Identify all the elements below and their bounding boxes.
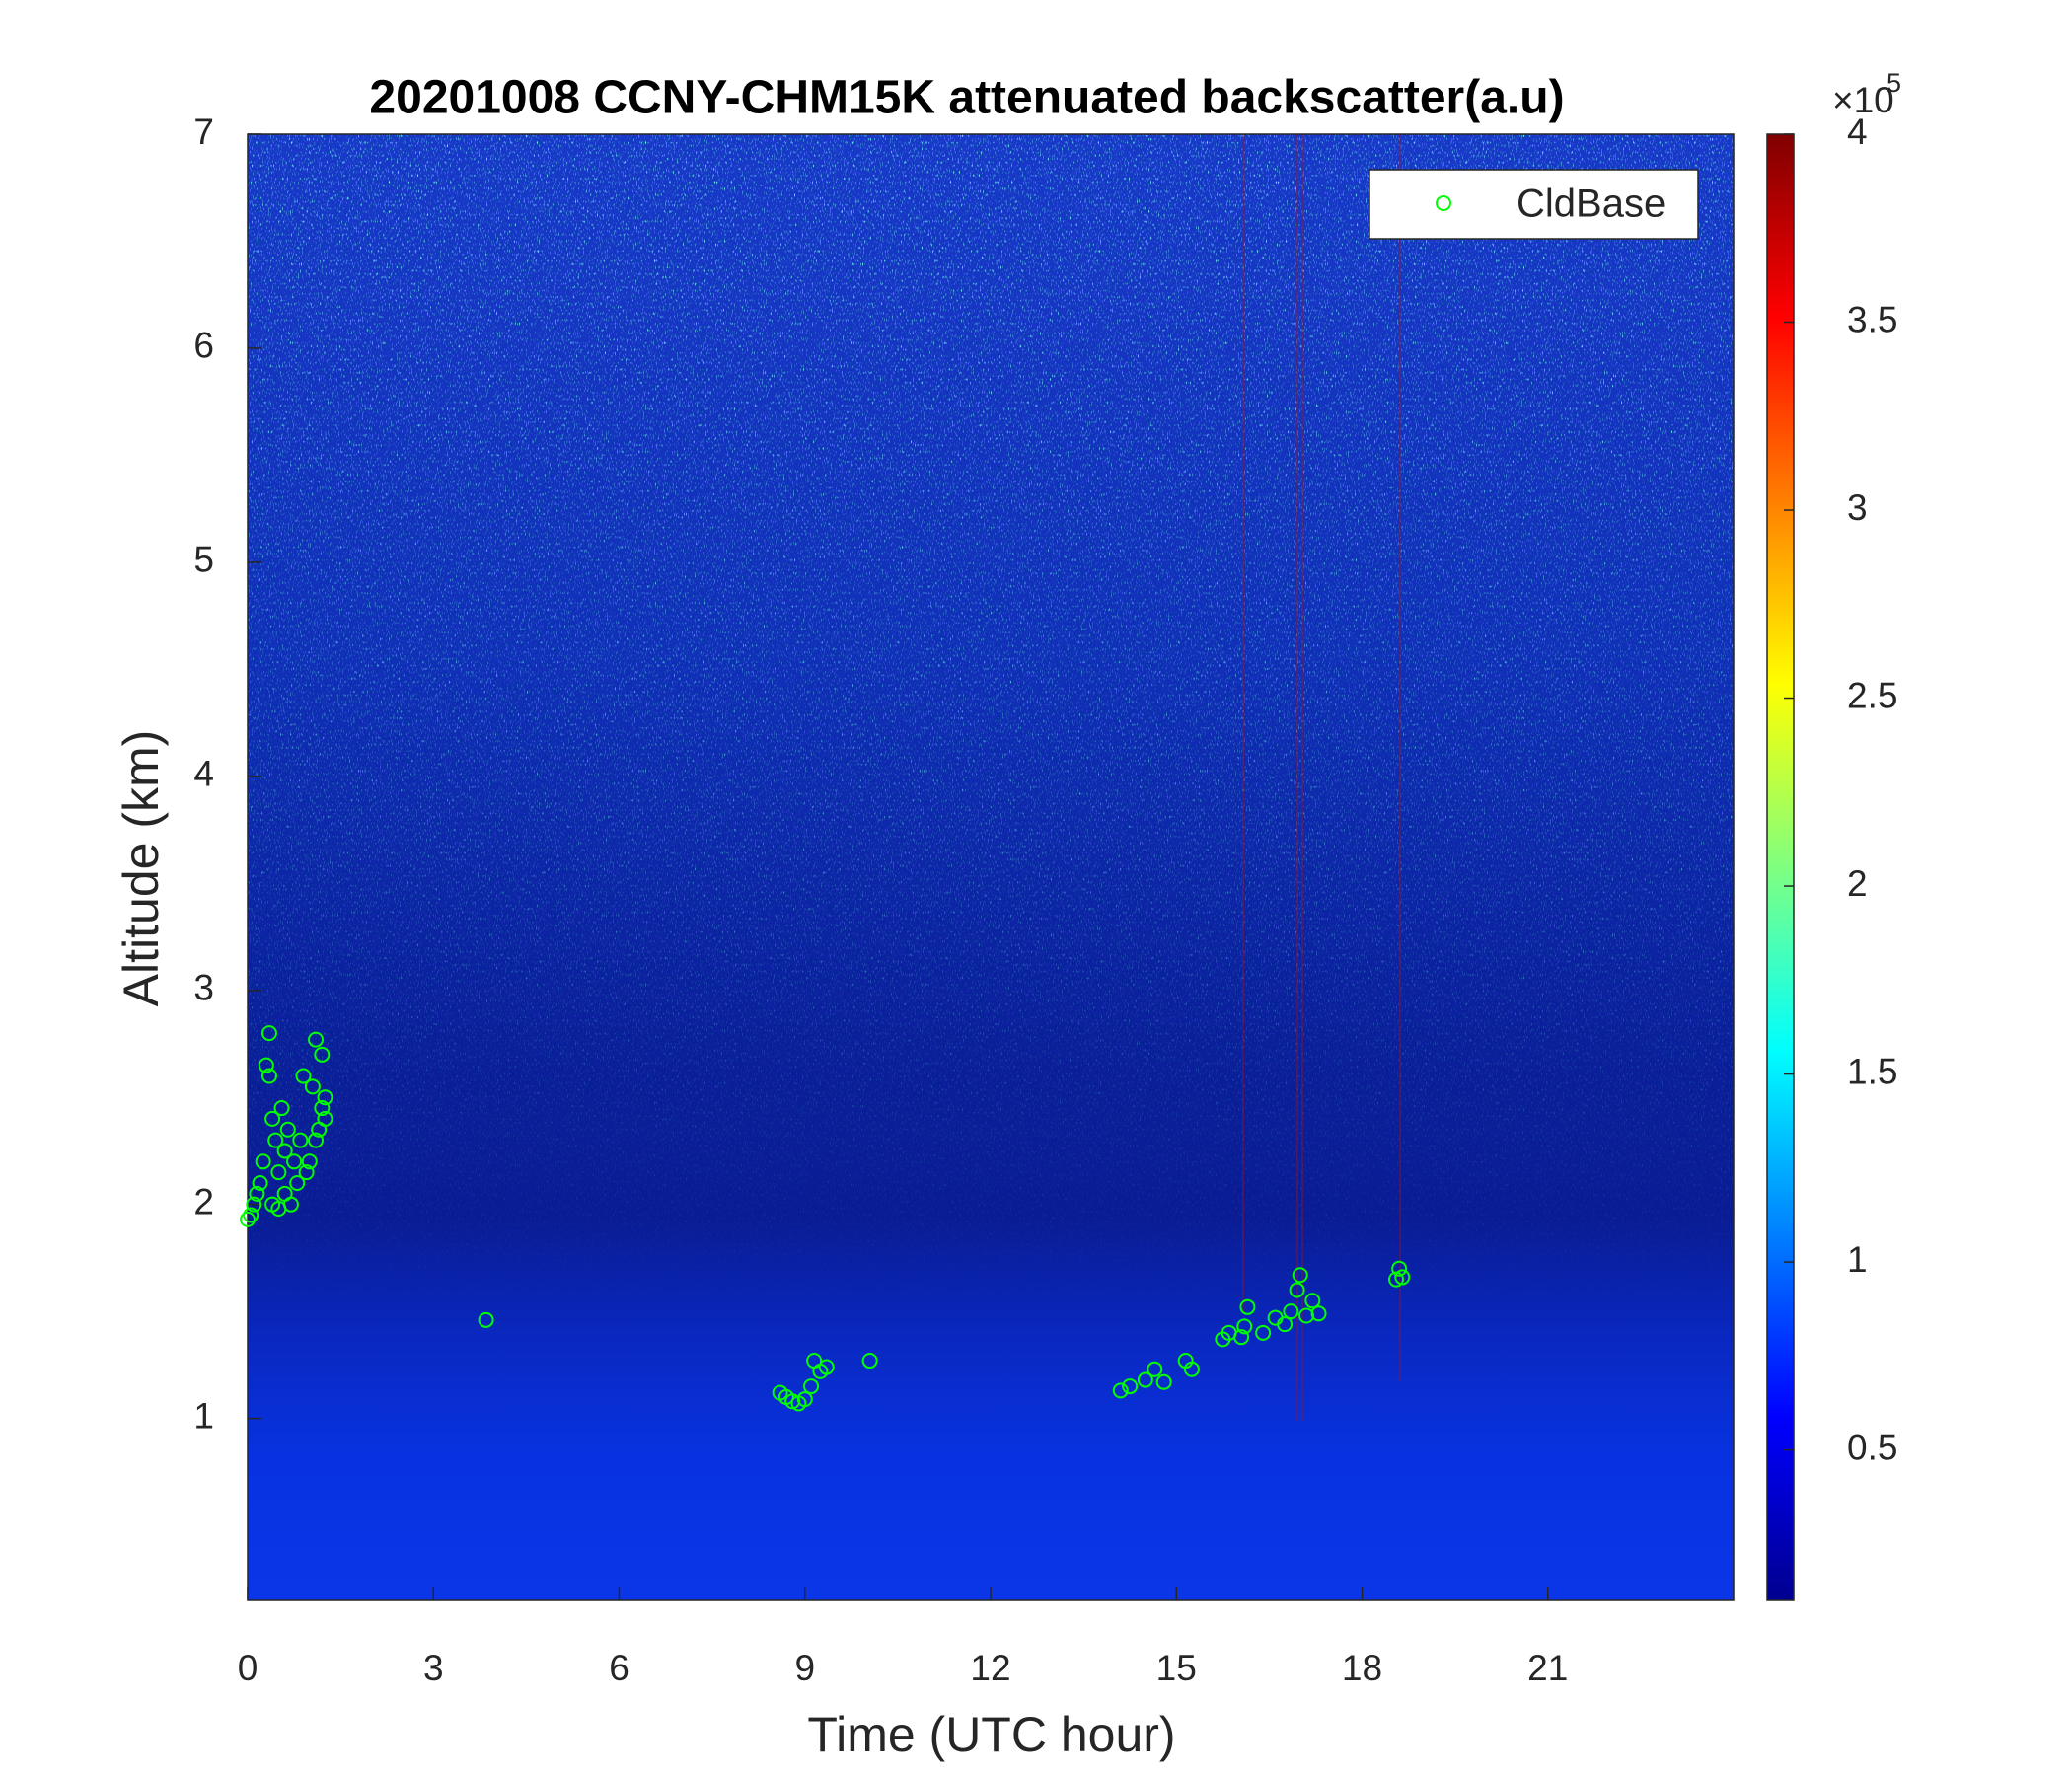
cloud-base-point — [298, 1164, 315, 1181]
colorbar-tick-label: 3 — [1847, 487, 1868, 528]
colorbar — [1766, 133, 1795, 1601]
cloud-base-point — [282, 1196, 299, 1213]
cloud-base-point — [1147, 1361, 1163, 1377]
cloud-base-point — [1310, 1305, 1327, 1322]
cloud-base-point — [279, 1121, 296, 1138]
colorbar-exponent: 5 — [1887, 68, 1901, 98]
cloud-base-point — [1236, 1318, 1253, 1335]
cloud-base-point — [1304, 1293, 1321, 1309]
x-tick-label: 6 — [609, 1648, 629, 1688]
backscatter-speckle — [248, 134, 1734, 1600]
cloud-base-point — [1137, 1371, 1153, 1388]
colorbar-tick-label: 1.5 — [1847, 1051, 1897, 1091]
legend-label: CldBase — [1517, 183, 1665, 226]
cloud-base-point — [243, 1207, 259, 1223]
cloud-base-point — [1298, 1307, 1315, 1324]
cloud-base-point — [317, 1110, 333, 1127]
cloud-base-point — [1255, 1324, 1272, 1341]
backscatter-streaks — [1242, 134, 1401, 1421]
y-tick-label: 4 — [193, 754, 214, 794]
cloud-base-point — [1292, 1267, 1308, 1284]
cloud-base-point — [1183, 1361, 1200, 1377]
y-tick-label: 5 — [193, 540, 214, 580]
legend-marker — [1436, 195, 1451, 211]
cloud-base-point — [240, 1211, 256, 1227]
cloud-base-point — [1391, 1260, 1408, 1277]
cloud-base-point — [1289, 1282, 1305, 1298]
y-tick-label: 7 — [193, 111, 214, 152]
cloud-base-point — [1155, 1373, 1172, 1390]
cloud-base-point — [304, 1078, 321, 1095]
cloud-base-point — [292, 1132, 309, 1148]
x-tick-label: 15 — [1156, 1648, 1197, 1688]
legend-box — [1369, 169, 1699, 240]
cloud-base-point — [276, 1143, 293, 1159]
cloud-base-point — [796, 1391, 813, 1408]
colorbar-tick-label: 2.5 — [1847, 675, 1897, 715]
colorbar-tick-label: 3.5 — [1847, 299, 1897, 339]
cloud-base-point — [1112, 1382, 1129, 1399]
cloud-base-point — [286, 1153, 303, 1170]
cloud-base-point — [314, 1046, 331, 1063]
cloud-base-point — [1239, 1298, 1256, 1315]
x-tick-label: 21 — [1527, 1648, 1568, 1688]
cloud-base-point — [861, 1353, 878, 1369]
cloud-base-point — [818, 1359, 835, 1375]
y-tick-label: 3 — [193, 968, 214, 1008]
cloud-base-point — [246, 1196, 262, 1213]
cloud-base-point — [252, 1174, 268, 1191]
cloud-base-point — [264, 1110, 281, 1127]
cloud-base-point — [1277, 1316, 1294, 1333]
colorbar-multiplier: ×10 — [1832, 80, 1894, 120]
chart-title: 20201008 CCNY-CHM15K attenuated backscat… — [369, 72, 1564, 124]
cloud-base-point — [478, 1311, 494, 1328]
cloud-base-point — [1233, 1329, 1250, 1346]
cloud-base-point — [1394, 1269, 1411, 1286]
cloud-base-point — [308, 1132, 325, 1148]
cloud-base-point — [308, 1031, 325, 1048]
cloud-base-point — [314, 1100, 331, 1117]
cloud-base-point — [301, 1153, 318, 1170]
y-tick-label: 6 — [193, 326, 214, 366]
colorbar-tick-label: 1 — [1847, 1239, 1868, 1280]
cloud-base-point — [260, 1025, 277, 1042]
x-axis-label: Time (UTC hour) — [807, 1707, 1175, 1762]
cloud-base-point — [1122, 1378, 1139, 1395]
x-tick-label: 3 — [423, 1648, 444, 1688]
x-tick-label: 12 — [970, 1648, 1010, 1688]
cloud-base-point — [803, 1378, 820, 1395]
cloud-base-point — [295, 1068, 312, 1084]
x-tick-label: 0 — [238, 1648, 259, 1688]
cloud-base-point — [258, 1057, 274, 1073]
colorbar-tick-label: 4 — [1847, 111, 1868, 152]
x-tick-label: 9 — [794, 1648, 815, 1688]
colorbar-tick-label: 0.5 — [1847, 1427, 1897, 1467]
cloud-base-point — [267, 1132, 284, 1148]
cloud-base-point — [289, 1174, 306, 1191]
cloud-base-point — [273, 1100, 290, 1117]
colorbar-tick-label: 2 — [1847, 863, 1868, 904]
cloud-base-point — [260, 1068, 277, 1084]
x-tick-label: 18 — [1342, 1648, 1382, 1688]
cloud-base-point — [270, 1164, 287, 1181]
y-axis-label: Altitude (km) — [113, 730, 169, 1007]
y-tick-label: 1 — [193, 1395, 214, 1436]
cloud-base-point — [1283, 1303, 1299, 1320]
cloud-base-point — [249, 1185, 265, 1202]
cloud-base-point — [317, 1089, 333, 1106]
cloud-base-point — [255, 1153, 271, 1170]
y-tick-label: 2 — [193, 1181, 214, 1221]
